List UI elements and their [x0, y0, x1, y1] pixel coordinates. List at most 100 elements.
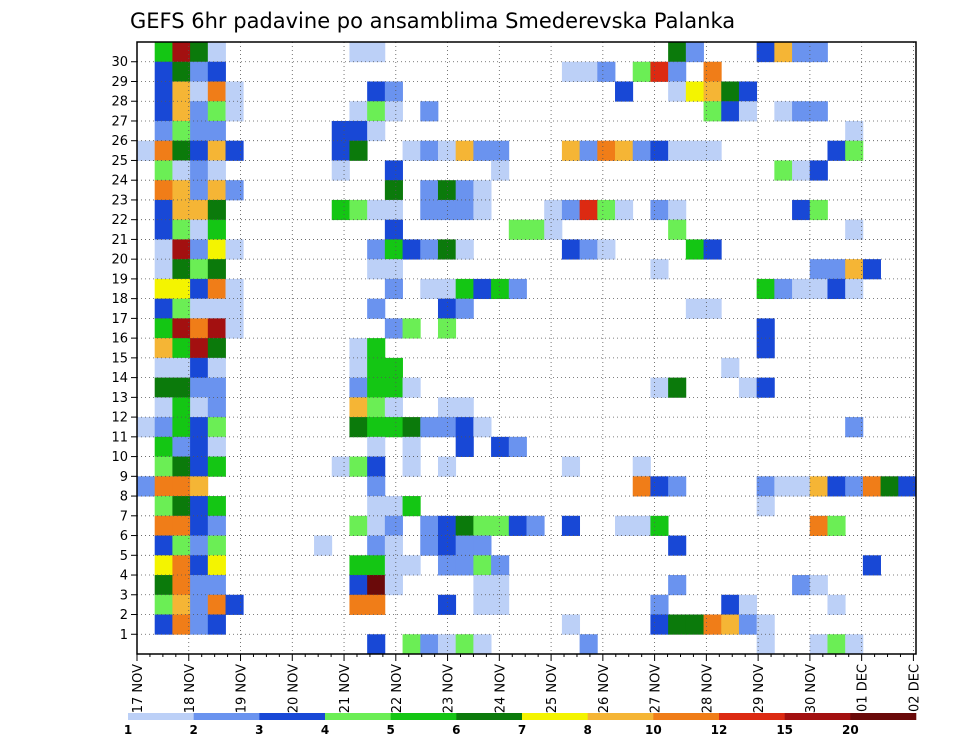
- heatmap-cell: [809, 42, 828, 63]
- heatmap-cell: [792, 476, 811, 497]
- heatmap-cell: [349, 42, 368, 63]
- heatmap-cell: [650, 515, 669, 536]
- heatmap-cell: [579, 140, 598, 161]
- heatmap-cell: [809, 160, 828, 181]
- colorbar-label: 2: [189, 723, 197, 737]
- heatmap-cell: [367, 338, 386, 359]
- heatmap-cell: [154, 298, 173, 319]
- y-tick-label: 12: [111, 411, 128, 426]
- heatmap-cell: [367, 594, 386, 615]
- heatmap-cell: [172, 515, 191, 536]
- heatmap-cell: [225, 278, 244, 300]
- heatmap-cell: [685, 81, 704, 102]
- heatmap-cell: [668, 614, 687, 635]
- y-tick-label: 20: [111, 253, 128, 268]
- heatmap-cell: [207, 219, 226, 240]
- heatmap-cell: [331, 456, 350, 477]
- y-tick-label: 19: [111, 272, 128, 287]
- heatmap-cell: [473, 594, 492, 615]
- colorbar-label: 4: [321, 723, 329, 737]
- heatmap-cell: [703, 61, 722, 82]
- x-tick-label: 01 DEC: [856, 664, 871, 712]
- heatmap-cells: [137, 42, 917, 655]
- heatmap-cell: [827, 476, 846, 497]
- heatmap-cell: [774, 42, 793, 63]
- heatmap-cell: [632, 61, 651, 82]
- heatmap-cell: [225, 239, 244, 260]
- y-tick-label: 1: [120, 628, 128, 643]
- heatmap-cell: [738, 377, 758, 398]
- heatmap-cell: [207, 614, 226, 635]
- heatmap-cell: [367, 535, 386, 556]
- heatmap-cell: [154, 357, 173, 379]
- heatmap-cell: [508, 219, 527, 240]
- heatmap-cell: [225, 298, 244, 319]
- heatmap-cell: [809, 476, 828, 497]
- heatmap-cell: [455, 634, 474, 655]
- heatmap-cell: [615, 81, 634, 102]
- heatmap-cell: [544, 219, 563, 240]
- heatmap-cell: [685, 140, 704, 161]
- heatmap-cell: [154, 456, 173, 477]
- heatmap-cell: [597, 61, 616, 82]
- heatmap-cell: [668, 575, 687, 596]
- heatmap-cell: [154, 397, 173, 418]
- x-tick-label: 17 NOV: [131, 664, 146, 713]
- plot-frame: [136, 41, 917, 655]
- heatmap-cell: [809, 199, 828, 221]
- heatmap-cell: [668, 42, 687, 63]
- heatmap-cell: [455, 535, 474, 556]
- heatmap-cell: [632, 456, 651, 477]
- heatmap-cell: [207, 515, 226, 536]
- heatmap-cell: [792, 101, 811, 122]
- heatmap-cell: [367, 199, 386, 221]
- heatmap-cell: [207, 575, 226, 596]
- heatmap-cell: [154, 476, 173, 497]
- heatmap-cell: [473, 634, 492, 655]
- x-tick-label: 25 NOV: [545, 664, 560, 713]
- heatmap-cell: [508, 278, 527, 300]
- colorbar-swatch: [522, 713, 588, 720]
- heatmap-cell: [650, 259, 669, 280]
- heatmap-cell: [402, 417, 421, 438]
- heatmap-cell: [172, 575, 191, 596]
- heatmap-cell: [154, 555, 173, 576]
- heatmap-cell: [845, 219, 864, 240]
- heatmap-cell: [207, 436, 226, 457]
- heatmap-cell: [632, 140, 651, 161]
- heatmap-cell: [207, 160, 226, 181]
- heatmap-cell: [349, 456, 368, 477]
- heatmap-cell: [154, 120, 173, 142]
- heatmap-cell: [384, 535, 403, 556]
- heatmap-cell: [331, 140, 350, 161]
- heatmap-cell: [809, 278, 828, 300]
- heatmap-cell: [172, 140, 191, 161]
- heatmap-cell: [207, 101, 226, 122]
- heatmap-cell: [154, 239, 173, 260]
- colorbar-label: 7: [518, 723, 526, 737]
- heatmap-cell: [738, 594, 758, 615]
- heatmap-cell: [384, 397, 403, 418]
- y-tick-label: 4: [120, 569, 128, 584]
- heatmap-cell: [349, 417, 368, 438]
- heatmap-cell: [845, 140, 864, 161]
- heatmap-cell: [561, 140, 581, 161]
- heatmap-cell: [845, 259, 864, 280]
- heatmap-cell: [367, 101, 386, 122]
- heatmap-cell: [420, 417, 439, 438]
- heatmap-cell: [172, 42, 191, 63]
- heatmap-cell: [172, 476, 191, 497]
- heatmap-cell: [154, 614, 173, 635]
- heatmap-cell: [402, 377, 421, 398]
- y-tick-label: 25: [111, 154, 128, 169]
- heatmap-cell: [703, 81, 722, 102]
- heatmap-cell: [349, 338, 368, 359]
- heatmap-cell: [650, 140, 669, 161]
- heatmap-cell: [437, 456, 457, 477]
- heatmap-cell: [190, 219, 209, 240]
- x-tick-label: 26 NOV: [597, 664, 612, 713]
- colorbar-swatch: [456, 713, 523, 720]
- heatmap-cell: [349, 555, 368, 576]
- heatmap-cell: [420, 199, 439, 221]
- heatmap-cell: [420, 278, 439, 300]
